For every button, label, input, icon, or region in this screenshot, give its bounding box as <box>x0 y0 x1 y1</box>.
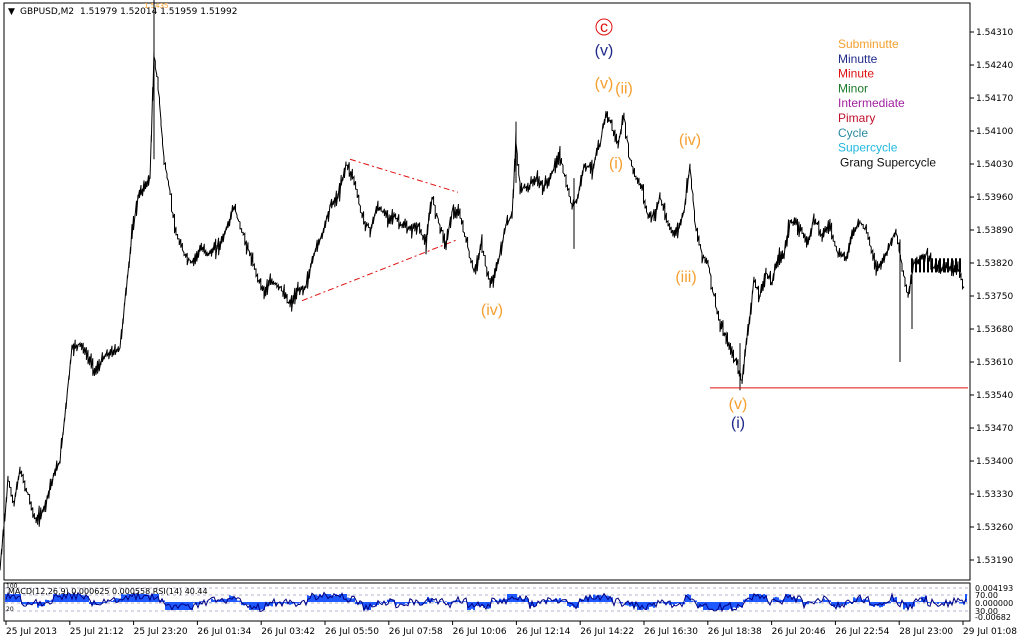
indicator-left-tick: 100 <box>6 583 18 590</box>
time-tick-label: 26 Jul 10:06 <box>453 627 507 637</box>
wave-label: (iii) <box>675 269 696 286</box>
price-tick-label: 1.54100 <box>976 127 1013 137</box>
price-tick-label: 1.53260 <box>976 523 1013 533</box>
time-tick-label: 26 Jul 05:50 <box>325 627 379 637</box>
ohlc-label: 1.51979 1.52014 1.51959 1.51992 <box>80 7 237 17</box>
legend-item: Intermediate <box>838 96 905 110</box>
time-tick-label: 29 Jul 01:08 <box>963 627 1017 637</box>
wave-label: (i) <box>609 156 623 173</box>
wave-label: c <box>600 19 608 36</box>
wave-label: (ii) <box>615 80 633 97</box>
triangle-pattern <box>301 158 459 302</box>
time-tick-label: 28 Jul 23:00 <box>899 627 953 637</box>
axis-layer: 1.54310 1.54240 1.54170 1.54100 1.54030 1.539… <box>5 28 1017 637</box>
price-tick-label: 1.53190 <box>976 556 1013 566</box>
wave-label: (iv) <box>481 302 503 319</box>
time-tick-label: 26 Jul 03:42 <box>261 627 315 637</box>
time-tick-label: 26 Jul 01:34 <box>197 627 251 637</box>
time-tick-label: 25 Jul 21:12 <box>70 627 124 637</box>
price-tick-label: 1.53610 <box>976 358 1013 368</box>
wave-circle <box>595 18 613 36</box>
wave-label: (iv) <box>679 132 701 149</box>
legend-item: Grang Supercycle <box>840 155 936 169</box>
symbol-label: GBPUSD,M2 <box>20 7 74 17</box>
indicator-tick-label: 0.000000 <box>975 599 1013 608</box>
triangle-upper-line <box>349 158 459 193</box>
price-tick-label: 1.53680 <box>976 325 1013 335</box>
indicator-label: MACD(12,26,9) 0.000625 0.000558 RSI(14) … <box>8 587 208 596</box>
price-tick-label: 1.53890 <box>976 226 1013 236</box>
price-tick-label: 1.54170 <box>976 94 1013 104</box>
indicator-tick-label: -0.00682 <box>975 613 1011 622</box>
price-tick-label: 1.53540 <box>976 391 1013 401</box>
time-tick-label: 26 Jul 14:22 <box>580 627 634 637</box>
time-tick-label: 25 Jul 2013 <box>6 627 57 637</box>
wave-label: (v) <box>729 396 748 413</box>
price-tick-label: 1.54030 <box>976 160 1013 170</box>
time-tick-label: 26 Jul 16:30 <box>644 627 698 637</box>
wave-label: (v) <box>595 43 614 60</box>
time-tick-label: 26 Jul 22:54 <box>835 627 889 637</box>
price-tick-label: 1.54240 <box>976 61 1013 71</box>
wave-label: (v) <box>595 76 614 93</box>
price-tick-label: 1.54310 <box>976 28 1013 38</box>
indicator-tick-label: 0.004193 <box>975 584 1013 593</box>
time-tick-label: 26 Jul 12:14 <box>516 627 570 637</box>
wave-label: (i) <box>731 415 745 432</box>
time-tick-label: 26 Jul 07:58 <box>389 627 443 637</box>
legend-item: Minutte <box>838 52 878 66</box>
time-tick-label: 25 Jul 23:20 <box>134 627 188 637</box>
legend-item: Cycle <box>838 126 868 140</box>
price-tick-label: 1.53750 <box>976 292 1013 302</box>
legend-item: Subminutte <box>838 37 899 51</box>
legend-item: Supercycle <box>838 141 898 155</box>
indicator-tick-label: 30.00 <box>975 607 998 616</box>
price-tick-label: 1.53400 <box>976 457 1013 467</box>
time-tick-label: 26 Jul 18:38 <box>708 627 762 637</box>
wave-degree-legend: SubminutteMinutteMinuteMinorIntermediate… <box>838 37 936 169</box>
price-tick-label: 1.53820 <box>976 259 1013 269</box>
price-series <box>0 0 965 571</box>
legend-item: Pimary <box>838 111 875 125</box>
price-tick-label: 1.53470 <box>976 424 1013 434</box>
main-plot-frame <box>3 2 971 581</box>
dropdown-arrow-icon[interactable]: ▼ <box>8 7 15 17</box>
indicator-left-tick: 20 <box>6 606 14 613</box>
legend-item: Minor <box>838 81 868 95</box>
price-tick-label: 1.53960 <box>976 193 1013 203</box>
wave-labels: 2c(v)(v)(ii)(i)(iv)(iii)(iv)(v)(i) <box>481 18 748 432</box>
rsi-line <box>5 591 967 613</box>
price-line <box>0 50 965 571</box>
legend-item: Minute <box>838 67 874 81</box>
indicator-tick-label: 70.00 <box>975 591 998 600</box>
time-tick-label: 26 Jul 20:46 <box>772 627 826 637</box>
small-top-label: 1.5435 <box>144 2 169 10</box>
price-tick-label: 1.53330 <box>976 490 1013 500</box>
